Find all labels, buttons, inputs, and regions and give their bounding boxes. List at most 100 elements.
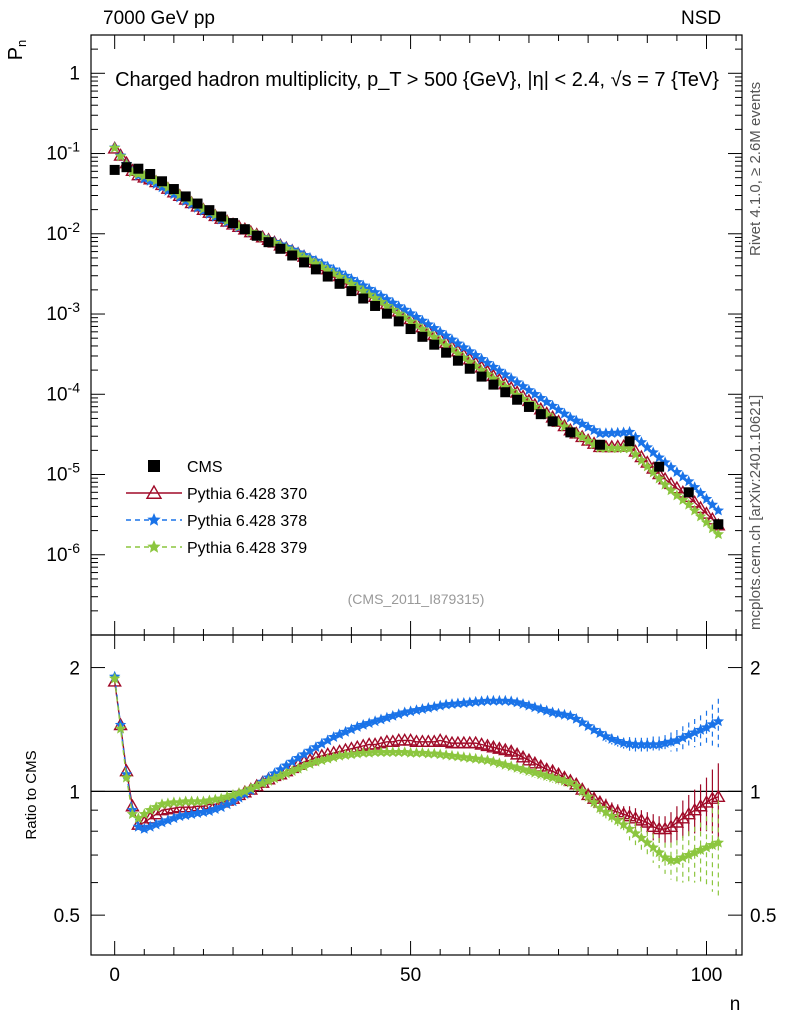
- pythia-378-ratio-point: [144, 820, 156, 832]
- pythia-379-ratio-point: [399, 746, 411, 758]
- pythia-378-point: [683, 475, 695, 487]
- pythia-378-point: [700, 493, 713, 504]
- pythia-379-ratio-point: [375, 746, 387, 758]
- cms-point: [624, 436, 635, 447]
- legend-entry: Pythia 6.428 370: [126, 484, 307, 503]
- pythia-378-ratio-point: [641, 738, 653, 750]
- x-tick-label: 0: [109, 965, 120, 986]
- pythia-379-point: [138, 169, 150, 181]
- pythia-379-point: [393, 307, 405, 319]
- pythia-378-ratio-point: [487, 694, 500, 706]
- pythia-378-ratio-point: [700, 721, 713, 733]
- cms-point: [683, 487, 694, 498]
- pythia-379-ratio-point: [617, 818, 630, 830]
- pythia-370-ratio-point: [705, 791, 720, 804]
- pythia-379-point: [665, 484, 677, 496]
- pythia-378-ratio-point: [327, 731, 340, 742]
- cms-point: [713, 519, 724, 530]
- pythia-379-ratio-point: [274, 770, 287, 781]
- cms-point: [121, 162, 132, 173]
- pythia-378-ratio-point: [552, 707, 565, 719]
- pythia-379-ratio-point: [268, 772, 281, 784]
- pythia-379-point: [653, 472, 665, 484]
- cms-point: [346, 286, 357, 297]
- pythia-379-ratio-point: [499, 758, 511, 770]
- pythia-378-point: [694, 487, 707, 498]
- pythia-379-ratio-point: [351, 747, 363, 759]
- cms-point: [145, 168, 156, 179]
- pythia-370-ratio-point: [427, 734, 442, 747]
- pythia-378-ratio-point: [393, 708, 405, 720]
- pythia-379-ratio-point: [475, 753, 488, 765]
- cms-point: [488, 379, 499, 390]
- pythia-378-point: [706, 498, 719, 510]
- pythia-379-ratio-point: [333, 749, 346, 761]
- pythia-378-ratio-point: [564, 710, 577, 721]
- pythia-370-ratio-point: [450, 735, 466, 749]
- ratio-y-tick-label-right: 2: [750, 659, 761, 680]
- pythia-378-ratio-point: [475, 695, 488, 707]
- cms-point: [594, 439, 605, 450]
- pythia-378-ratio-point: [499, 694, 511, 706]
- y-tick-label: 1: [69, 63, 80, 84]
- pythia-378-ratio-point: [203, 805, 216, 816]
- pythia-379-ratio-point: [683, 849, 695, 860]
- pythia-378-ratio-point: [694, 724, 707, 735]
- pythia-379-ratio-point: [529, 766, 541, 778]
- pythia-378-ratio-point: [505, 695, 517, 707]
- pythia-379-ratio-point: [381, 746, 393, 758]
- pythia-370-ratio-point: [462, 735, 477, 749]
- pythia-370-ratio-point: [663, 819, 679, 832]
- pythia-378-ratio-point: [399, 706, 411, 718]
- ratio-axis-label: Ratio to CMS: [23, 750, 40, 839]
- cms-point: [204, 205, 215, 216]
- pythia-379-ratio-point: [150, 801, 162, 813]
- legend-marker: [147, 513, 161, 526]
- pythia-378-point: [647, 446, 659, 458]
- pythia-378-ratio-point: [523, 699, 535, 711]
- pythia-378-point: [458, 341, 470, 353]
- pythia-378-ratio-point: [647, 738, 659, 750]
- pythia-378-ratio-point: [511, 696, 523, 708]
- pythia-378-ratio-point: [333, 728, 346, 740]
- pythia-379-ratio-point: [174, 796, 186, 808]
- pythia-379-ratio-point: [191, 795, 204, 807]
- cms-point: [405, 324, 416, 335]
- pythia-378-ratio-point: [286, 755, 298, 767]
- pythia-378-ratio-point: [168, 812, 180, 824]
- pythia-378-point: [363, 282, 375, 294]
- chart-title: Charged hadron multiplicity, p_T > 500 {…: [115, 69, 719, 91]
- pythia-379-ratio-point: [671, 854, 683, 866]
- cms-point: [565, 427, 576, 438]
- pythia-379-ratio-point: [138, 808, 150, 819]
- pythia-378-ratio-point: [493, 694, 506, 706]
- cms-point: [228, 218, 239, 229]
- pythia-379-point: [481, 368, 494, 380]
- pythia-378-point: [588, 424, 600, 436]
- pythia-379-point: [677, 494, 689, 505]
- cms-point: [523, 401, 534, 412]
- pythia-378-point: [499, 368, 511, 380]
- pythia-379-ratio-point: [677, 851, 689, 863]
- pythia-379-point: [700, 516, 713, 528]
- pythia-370-ratio-point: [415, 734, 430, 747]
- pythia-378-ratio-point: [274, 763, 287, 775]
- legend-marker: [148, 460, 160, 472]
- cms-point: [476, 371, 487, 382]
- pythia-378-ratio-point: [316, 737, 328, 749]
- y-tick-label: 10-4: [46, 379, 80, 405]
- pythia-378-ratio-point: [138, 823, 150, 834]
- pythia-370-ratio-point: [521, 752, 537, 766]
- pythia-370-ratio-point: [646, 819, 661, 832]
- pythia-379-ratio-point: [345, 748, 358, 760]
- legend-label: CMS: [187, 459, 223, 476]
- pythia-379-ratio-point: [558, 774, 571, 786]
- pythia-378-point: [712, 504, 724, 516]
- pythia-370-ratio-point: [681, 806, 696, 820]
- pythia-379-point: [600, 442, 612, 453]
- cms-series: [109, 162, 724, 530]
- header-right: NSD: [681, 8, 722, 29]
- pythia-378-ratio-point: [558, 708, 571, 720]
- ratio-y-tick-label-right: 0.5: [750, 906, 776, 927]
- pythia-379-ratio-point: [552, 773, 565, 785]
